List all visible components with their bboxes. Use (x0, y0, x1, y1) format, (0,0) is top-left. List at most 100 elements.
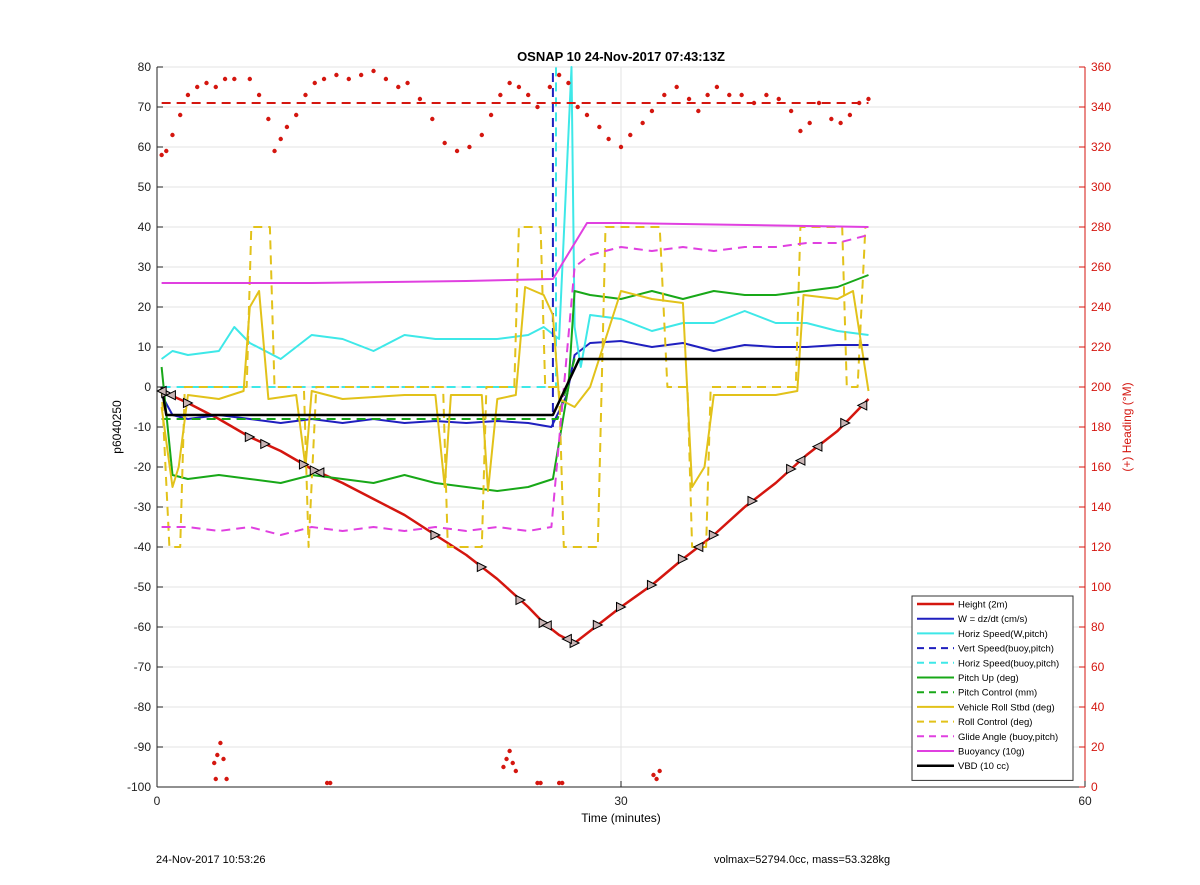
height-marker-reverse (313, 467, 325, 478)
height-marker-reverse (561, 633, 572, 645)
y2-tick-label: 220 (1091, 340, 1111, 354)
heading-point (618, 144, 624, 150)
legend-label: Pitch Up (deg) (958, 673, 1019, 684)
heading-point (751, 100, 757, 106)
heading-point (454, 148, 460, 154)
heading-point (358, 72, 364, 78)
heading-point (164, 148, 169, 154)
height-marker-forward (747, 495, 759, 507)
heading-point (218, 740, 223, 746)
y-tick-label: 10 (138, 340, 152, 354)
y2-tick-label: 200 (1091, 380, 1111, 394)
heading-point (303, 92, 308, 98)
y-tick-label: -100 (127, 780, 151, 794)
heading-point (798, 128, 803, 134)
y2-tick-label: 320 (1091, 140, 1111, 154)
heading-point (516, 84, 522, 90)
y2-tick-label: 260 (1091, 260, 1111, 274)
heading-point (816, 100, 822, 106)
x-tick-label: 60 (1078, 794, 1092, 808)
heading-point (159, 152, 164, 158)
heading-point (507, 80, 512, 86)
heading-point (195, 84, 200, 90)
y2-tick-label: 240 (1091, 300, 1111, 314)
y2-tick-label: 120 (1091, 540, 1111, 554)
y-tick-label: -50 (134, 580, 152, 594)
heading-point (467, 144, 472, 150)
legend-label: Horiz Speed(W,pitch) (958, 629, 1048, 640)
x-tick-label: 30 (614, 794, 628, 808)
heading-point (442, 140, 447, 146)
heading-point (829, 116, 834, 122)
legend-label: VBD (10 cc) (958, 761, 1009, 772)
chart-title: OSNAP 10 24-Nov-2017 07:43:13Z (517, 49, 725, 64)
height-marker-reverse (811, 441, 823, 452)
height-marker-forward (616, 601, 627, 613)
heading-point (221, 756, 226, 762)
series-line-1 (160, 340, 869, 428)
x-tick-label: 0 (154, 794, 161, 808)
heading-point (640, 120, 645, 126)
height-marker-forward (430, 529, 442, 541)
heading-point (510, 760, 515, 766)
heading-point (501, 764, 506, 770)
height-marker-forward (515, 594, 527, 606)
heading-scatter (159, 68, 871, 786)
y2-tick-label: 280 (1091, 220, 1111, 234)
y2-tick-label: 140 (1091, 500, 1111, 514)
heading-point (479, 132, 484, 138)
heading-point (383, 76, 389, 82)
y2-tick-label: 100 (1091, 580, 1111, 594)
height-marker-reverse (856, 400, 868, 411)
heading-point (807, 120, 812, 126)
height-marker-forward (786, 463, 797, 475)
heading-point (215, 752, 220, 758)
y-tick-label: -70 (134, 660, 152, 674)
x-axis-label: Time (minutes) (581, 811, 661, 825)
y-tick-label: 40 (138, 220, 152, 234)
heading-point (547, 84, 553, 90)
legend-label: Buoyancy (10g) (958, 747, 1025, 758)
heading-point (334, 72, 339, 78)
y2-tick-label: 0 (1091, 780, 1098, 794)
height-markers (156, 385, 868, 649)
y2-tick-label: 40 (1091, 700, 1105, 714)
y-tick-label: -10 (134, 420, 152, 434)
height-marker-forward (244, 431, 256, 443)
heading-point (430, 116, 435, 122)
height-marker-forward (476, 561, 488, 573)
heading-point (674, 84, 679, 90)
heading-point (847, 112, 853, 118)
heading-point (606, 136, 611, 142)
height-marker-reverse (165, 389, 176, 401)
y-tick-label: 70 (138, 100, 152, 114)
heading-point (560, 780, 565, 786)
y2-tick-label: 20 (1091, 740, 1105, 754)
height-marker-forward (260, 438, 271, 450)
heading-point (714, 84, 720, 90)
axes: -100-90-80-70-60-50-40-30-20-10010203040… (127, 60, 1111, 808)
y-tick-label: 20 (138, 300, 152, 314)
heading-point (204, 80, 209, 86)
heading-point (651, 772, 656, 778)
heading-point (266, 116, 271, 122)
y2-axis-label: (+) Heading (°M) (1120, 382, 1134, 471)
heading-point (556, 72, 562, 78)
heading-point (727, 92, 732, 98)
heading-point (838, 120, 843, 126)
heading-point (739, 92, 744, 98)
heading-point (535, 104, 540, 110)
y2-tick-label: 60 (1091, 660, 1105, 674)
height-marker-forward (592, 619, 604, 631)
y2-tick-label: 180 (1091, 420, 1111, 434)
y2-tick-label: 300 (1091, 180, 1111, 194)
heading-point (628, 132, 633, 138)
y-tick-label: -30 (134, 500, 152, 514)
heading-point (649, 108, 655, 114)
y-axis-label: p6040250 (110, 400, 124, 454)
heading-point (247, 76, 252, 82)
heading-point (284, 124, 290, 130)
series-line-5 (160, 274, 869, 492)
heading-point (488, 112, 494, 118)
